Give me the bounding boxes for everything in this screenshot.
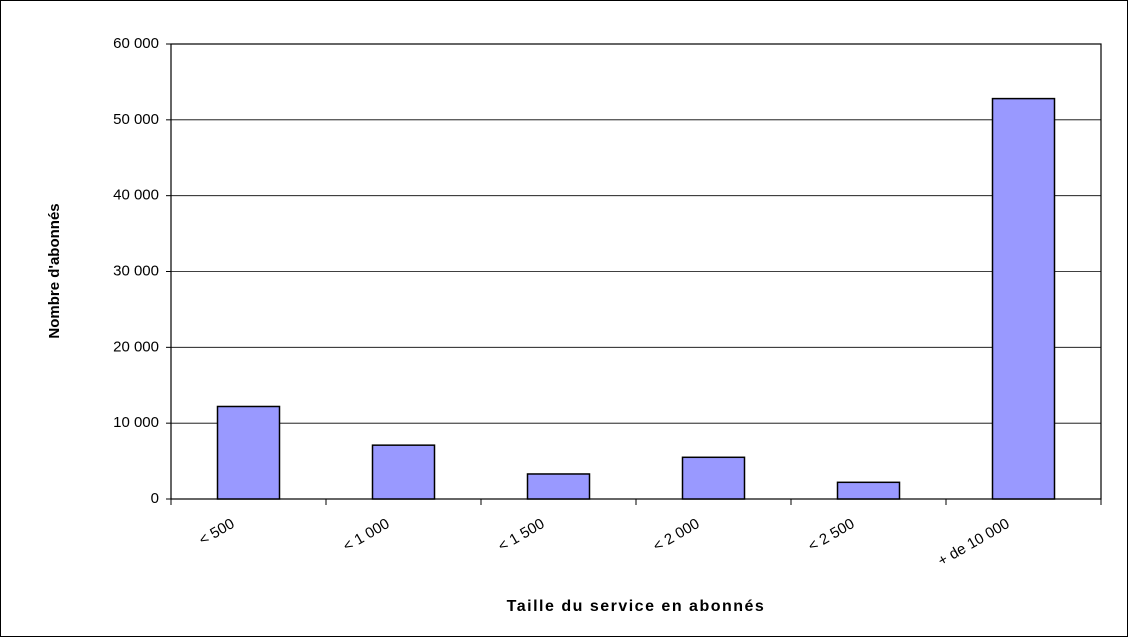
bar <box>991 97 1056 500</box>
y-tick-label: 10 000 <box>113 414 159 431</box>
y-tick-label: 20 000 <box>113 338 159 355</box>
y-tick-label: 30 000 <box>113 262 159 279</box>
bar <box>371 444 436 500</box>
x-axis-title: Taille du service en abonnés <box>507 598 766 615</box>
y-tick-label: 40 000 <box>113 187 159 204</box>
y-tick-label: 60 000 <box>113 35 159 52</box>
y-tick-label: 50 000 <box>113 111 159 128</box>
bar <box>216 405 281 500</box>
bar <box>681 456 746 500</box>
y-axis-title: Nombre d'abonnés <box>46 203 63 338</box>
bar <box>526 473 591 500</box>
y-tick-label: 0 <box>151 490 159 507</box>
bar <box>836 481 901 500</box>
